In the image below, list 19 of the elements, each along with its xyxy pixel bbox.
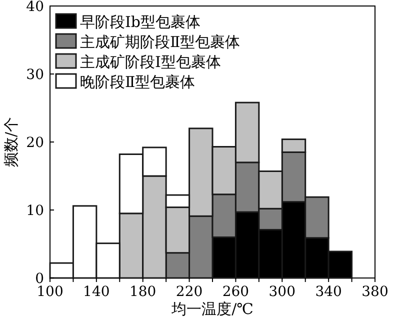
x-axis-title: 均一温度/℃ (170, 300, 254, 318)
y-tick-label: 20 (26, 135, 44, 151)
x-tick-label: 380 (362, 284, 388, 300)
legend-label: 主成矿阶段Ⅰ型包裹体 (80, 53, 221, 71)
x-tick-label: 100 (36, 284, 64, 300)
x-tick-label: 220 (176, 284, 203, 300)
y-tick-label: 40 (26, 0, 44, 15)
y-tick-label: 10 (26, 203, 44, 219)
y-tick-label: 30 (26, 67, 44, 83)
y-tick-label: 0 (35, 271, 44, 287)
x-tick-label: 140 (83, 284, 110, 300)
x-tick-label: 340 (315, 284, 342, 300)
x-tick-label: 300 (268, 284, 296, 300)
x-tick-label: 180 (129, 284, 156, 300)
legend-label: 早阶段Ⅰb型包裹体 (80, 13, 201, 31)
legend-label: 晚阶段Ⅱ型包裹体 (80, 73, 196, 91)
y-axis-title: 频数/个 (2, 116, 20, 168)
x-tick-label: 260 (222, 284, 250, 300)
legend-label: 主成矿期阶段Ⅱ型包裹体 (80, 33, 240, 51)
